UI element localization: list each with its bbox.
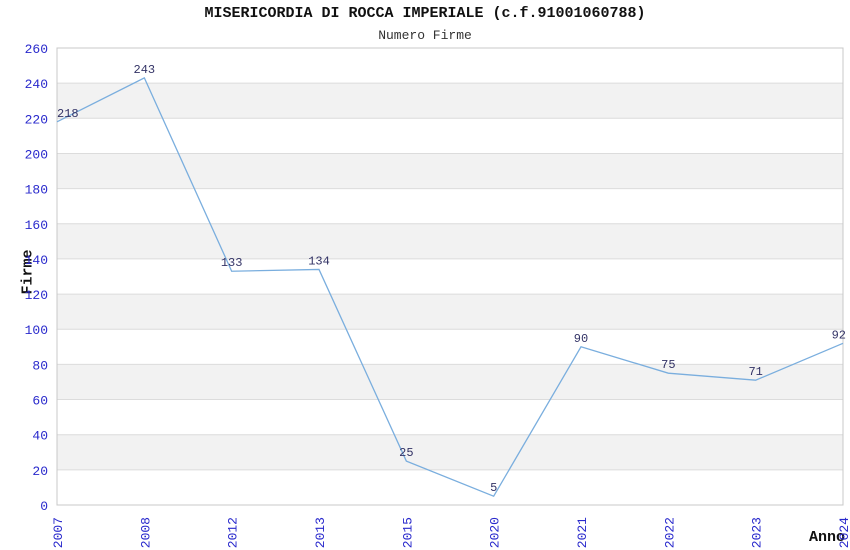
y-tick-label: 60 [32, 394, 48, 409]
y-tick-label: 180 [25, 183, 48, 198]
y-tick-label: 260 [25, 42, 48, 57]
x-tick-label: 2021 [575, 517, 590, 548]
y-tick-label: 140 [25, 253, 48, 268]
y-tick-label: 120 [25, 288, 48, 303]
plot-band [57, 153, 843, 189]
y-tick-label: 240 [25, 77, 48, 92]
y-tick-label: 40 [32, 429, 48, 444]
x-axis-title: Anno [808, 529, 845, 546]
x-tick-label: 2012 [226, 517, 241, 548]
y-tick-label: 220 [25, 112, 48, 127]
y-tick-label: 0 [40, 499, 48, 514]
value-label: 71 [748, 365, 762, 379]
plot-band [57, 83, 843, 119]
data-line [56, 76, 844, 498]
plot-frame [56, 47, 844, 506]
x-tick-label: 2008 [138, 517, 153, 548]
value-label: 92 [832, 328, 846, 342]
value-label: 134 [308, 254, 330, 268]
value-label: 90 [574, 332, 588, 346]
x-tick-label: 2015 [400, 517, 415, 548]
value-label: 75 [661, 358, 675, 372]
x-tick-label: 2020 [488, 517, 503, 548]
plot-band [57, 434, 843, 470]
y-tick-label: 100 [25, 323, 48, 338]
value-label: 133 [221, 256, 243, 270]
value-label: 5 [490, 481, 497, 495]
x-tick-label: 2023 [750, 517, 765, 548]
chart-subtitle: Numero Firme [378, 28, 472, 43]
x-tick-label: 2024 [837, 517, 850, 548]
value-label: 243 [134, 63, 156, 77]
plot-band [57, 294, 843, 330]
value-label: 218 [57, 107, 79, 121]
y-tick-label: 200 [25, 147, 48, 162]
y-tick-label: 20 [32, 464, 48, 479]
y-tick-label: 160 [25, 218, 48, 233]
chart-title: MISERICORDIA DI ROCCA IMPERIALE (c.f.910… [204, 5, 646, 22]
plot-band [57, 364, 843, 400]
x-tick-label: 2022 [662, 517, 677, 548]
x-tick-label: 2013 [313, 517, 328, 548]
x-tick-label: 2007 [51, 517, 66, 548]
y-tick-label: 80 [32, 358, 48, 373]
value-label: 25 [399, 446, 413, 460]
plot-band [57, 223, 843, 259]
